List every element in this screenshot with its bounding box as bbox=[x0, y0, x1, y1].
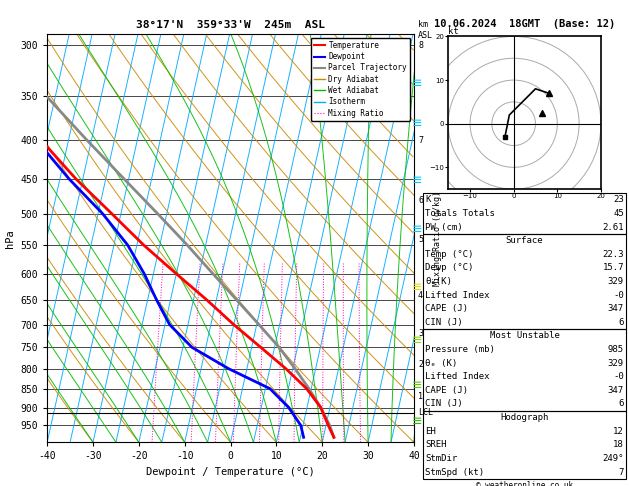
Text: ≡: ≡ bbox=[412, 117, 422, 130]
Y-axis label: hPa: hPa bbox=[5, 229, 15, 247]
Text: CAPE (J): CAPE (J) bbox=[425, 304, 468, 313]
Text: ≡: ≡ bbox=[412, 379, 422, 392]
Text: ≡: ≡ bbox=[412, 416, 422, 428]
Text: 6: 6 bbox=[257, 442, 262, 448]
X-axis label: Dewpoint / Temperature (°C): Dewpoint / Temperature (°C) bbox=[146, 467, 315, 477]
Text: 347: 347 bbox=[608, 304, 624, 313]
Text: 10: 10 bbox=[290, 442, 298, 448]
Text: CAPE (J): CAPE (J) bbox=[425, 386, 468, 395]
Text: 1: 1 bbox=[150, 442, 154, 448]
Text: ≡: ≡ bbox=[412, 280, 422, 294]
Text: StmDir: StmDir bbox=[425, 454, 457, 463]
Text: 12: 12 bbox=[613, 427, 624, 435]
Text: θₑ (K): θₑ (K) bbox=[425, 359, 457, 367]
Text: PW (cm): PW (cm) bbox=[425, 223, 463, 231]
Legend: Temperature, Dewpoint, Parcel Trajectory, Dry Adiabat, Wet Adiabat, Isotherm, Mi: Temperature, Dewpoint, Parcel Trajectory… bbox=[311, 38, 410, 121]
Text: 45: 45 bbox=[613, 209, 624, 218]
Text: Dewp (°C): Dewp (°C) bbox=[425, 263, 474, 272]
Text: StmSpd (kt): StmSpd (kt) bbox=[425, 468, 484, 476]
Text: 15: 15 bbox=[318, 442, 327, 448]
Text: 8: 8 bbox=[277, 442, 281, 448]
Text: θₑ(K): θₑ(K) bbox=[425, 277, 452, 286]
Text: 25: 25 bbox=[357, 442, 365, 448]
Text: Totals Totals: Totals Totals bbox=[425, 209, 495, 218]
Text: 329: 329 bbox=[608, 359, 624, 367]
Text: 8: 8 bbox=[418, 41, 423, 50]
Text: 6: 6 bbox=[418, 196, 423, 205]
Text: 329: 329 bbox=[608, 277, 624, 286]
Text: CIN (J): CIN (J) bbox=[425, 318, 463, 327]
Text: ≡: ≡ bbox=[412, 334, 422, 347]
Text: Temp (°C): Temp (°C) bbox=[425, 250, 474, 259]
Text: kt: kt bbox=[448, 27, 459, 36]
Text: 6: 6 bbox=[618, 318, 624, 327]
Text: Most Unstable: Most Unstable bbox=[489, 331, 560, 340]
Text: 7: 7 bbox=[618, 468, 624, 476]
Text: Mixing Ratio (g/kg): Mixing Ratio (g/kg) bbox=[433, 191, 442, 286]
Text: 4: 4 bbox=[418, 291, 423, 299]
Text: CIN (J): CIN (J) bbox=[425, 399, 463, 408]
Text: 7: 7 bbox=[418, 136, 423, 144]
Text: 3: 3 bbox=[213, 442, 218, 448]
Text: Lifted Index: Lifted Index bbox=[425, 291, 490, 299]
Text: 2: 2 bbox=[189, 442, 193, 448]
Text: ≡: ≡ bbox=[412, 76, 422, 89]
Text: ≡: ≡ bbox=[412, 224, 422, 237]
Text: © weatheronline.co.uk: © weatheronline.co.uk bbox=[476, 481, 573, 486]
Text: -0: -0 bbox=[613, 372, 624, 381]
Text: 1: 1 bbox=[418, 392, 423, 401]
Text: 985: 985 bbox=[608, 345, 624, 354]
Text: 23: 23 bbox=[613, 195, 624, 204]
Text: SREH: SREH bbox=[425, 440, 447, 449]
Text: 2.61: 2.61 bbox=[603, 223, 624, 231]
Text: Hodograph: Hodograph bbox=[501, 413, 548, 422]
Text: 18: 18 bbox=[613, 440, 624, 449]
Text: Surface: Surface bbox=[506, 236, 543, 245]
Text: 10.06.2024  18GMT  (Base: 12): 10.06.2024 18GMT (Base: 12) bbox=[434, 19, 615, 29]
Title: 38°17'N  359°33'W  245m  ASL: 38°17'N 359°33'W 245m ASL bbox=[136, 20, 325, 31]
Text: 6: 6 bbox=[618, 399, 624, 408]
Text: km
ASL: km ASL bbox=[418, 20, 433, 40]
Text: Pressure (mb): Pressure (mb) bbox=[425, 345, 495, 354]
Text: 15.7: 15.7 bbox=[603, 263, 624, 272]
Text: Lifted Index: Lifted Index bbox=[425, 372, 490, 381]
Text: 3: 3 bbox=[418, 330, 423, 338]
Text: 5: 5 bbox=[418, 235, 423, 243]
Text: ≡: ≡ bbox=[412, 174, 422, 188]
Text: 347: 347 bbox=[608, 386, 624, 395]
Text: 2: 2 bbox=[418, 360, 423, 369]
Text: 249°: 249° bbox=[603, 454, 624, 463]
Text: LCL: LCL bbox=[418, 408, 433, 417]
Text: K: K bbox=[425, 195, 431, 204]
Text: 20: 20 bbox=[340, 442, 348, 448]
Text: -0: -0 bbox=[613, 291, 624, 299]
Text: 22.3: 22.3 bbox=[603, 250, 624, 259]
Text: EH: EH bbox=[425, 427, 436, 435]
Text: 4: 4 bbox=[231, 442, 235, 448]
